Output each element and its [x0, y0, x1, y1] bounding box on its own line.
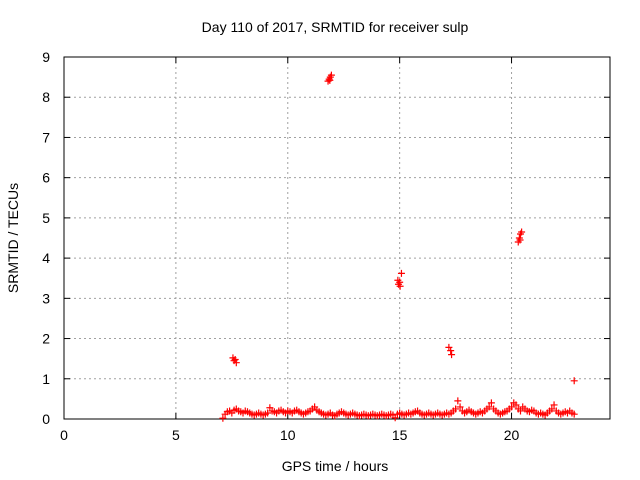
x-tick-label: 20 [504, 427, 520, 443]
y-tick-label: 5 [42, 210, 50, 226]
y-axis-label: SRMTID / TECUs [5, 183, 21, 293]
data-point [518, 228, 526, 236]
y-tick-label: 0 [42, 411, 50, 427]
tick-labels: 0 5 10 15 20 0 1 2 3 4 5 6 7 8 9 [42, 49, 519, 443]
data-point [391, 414, 399, 422]
data-point [447, 347, 455, 355]
y-tick-label: 6 [42, 170, 50, 186]
data-point [452, 405, 460, 413]
data-point [485, 403, 493, 411]
axis-ticks [63, 56, 610, 420]
x-tick-label: 15 [392, 427, 408, 443]
data-point [570, 410, 578, 418]
y-tick-label: 1 [42, 371, 50, 387]
data-point [516, 407, 524, 415]
data-point [454, 397, 462, 405]
data-point [570, 377, 578, 385]
data-point [397, 269, 405, 277]
y-tick-label: 8 [42, 89, 50, 105]
y-tick-label: 7 [42, 129, 50, 145]
chart-title: Day 110 of 2017, SRMTID for receiver sul… [202, 19, 469, 35]
data-point [264, 409, 272, 417]
data-point [326, 76, 334, 84]
plot-frame [63, 56, 611, 420]
data-point [487, 399, 495, 407]
x-tick-label: 0 [60, 427, 68, 443]
data-points [219, 71, 578, 422]
x-tick-label: 10 [280, 427, 296, 443]
data-point [508, 403, 516, 411]
data-point [231, 355, 239, 363]
data-point [548, 405, 556, 413]
y-tick-label: 4 [42, 250, 50, 266]
data-point [448, 351, 456, 359]
data-point [445, 343, 453, 351]
data-point [396, 282, 404, 290]
data-point [550, 401, 558, 409]
x-axis-label: GPS time / hours [282, 458, 389, 474]
data-point [516, 236, 524, 244]
data-point [456, 403, 464, 411]
y-tick-label: 2 [42, 331, 50, 347]
y-tick-label: 9 [42, 49, 50, 65]
grid-lines [64, 57, 610, 419]
data-point [232, 359, 240, 367]
y-tick-label: 3 [42, 290, 50, 306]
data-point [219, 414, 227, 422]
data-point [327, 71, 335, 79]
data-point [512, 401, 520, 409]
x-tick-label: 5 [172, 427, 180, 443]
